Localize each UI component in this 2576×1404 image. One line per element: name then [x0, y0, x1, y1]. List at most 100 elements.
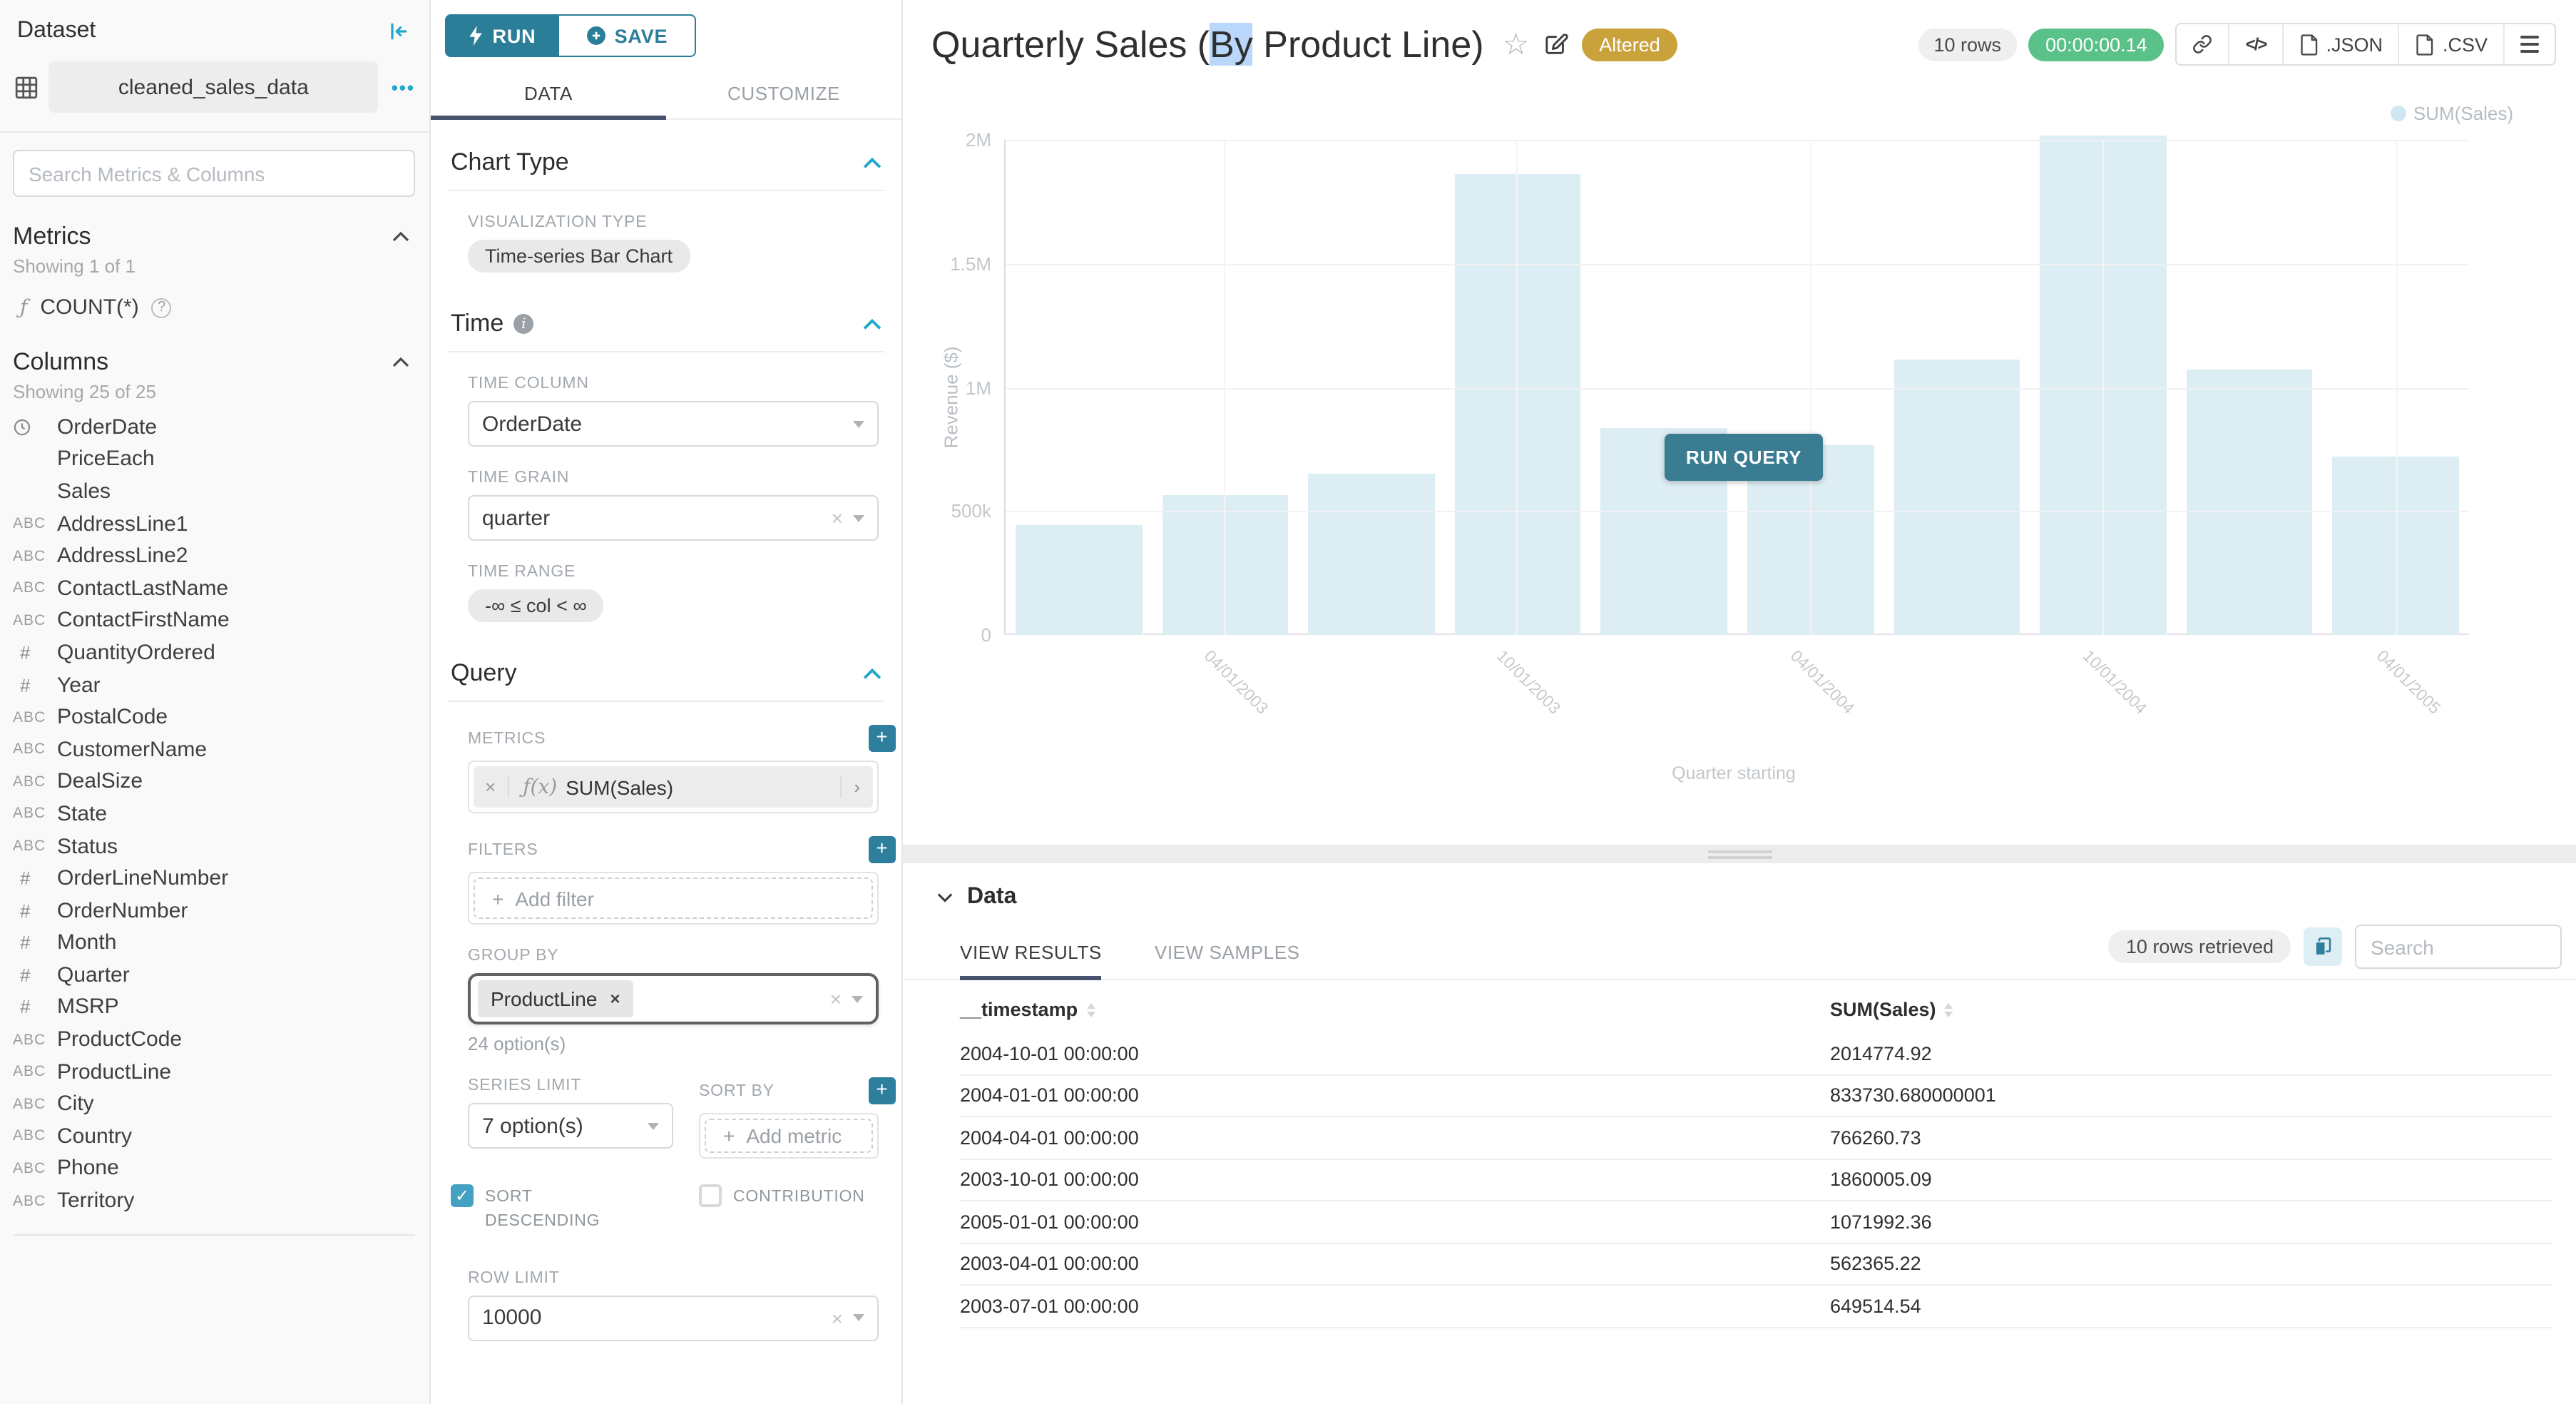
column-item[interactable]: ABC ProductLine — [0, 1056, 429, 1088]
sort-icon[interactable] — [1944, 1002, 1953, 1017]
column-item[interactable]: ABC ProductCode — [0, 1024, 429, 1056]
bar[interactable] — [1016, 524, 1143, 635]
time-grain-select[interactable]: quarter × — [468, 495, 879, 541]
table-search-input[interactable] — [2355, 925, 2562, 969]
data-collapse-icon[interactable] — [937, 892, 953, 903]
table-row[interactable]: 2003-07-01 00:00:00 649514.54 — [960, 1286, 2553, 1328]
column-item[interactable]: # Month — [0, 927, 429, 959]
column-item[interactable]: ABC ContactFirstName — [0, 604, 429, 636]
column-item[interactable]: ABC DealSize — [0, 765, 429, 798]
export-json-button[interactable]: .JSON — [2283, 24, 2400, 64]
column-item[interactable]: ABC City — [0, 1088, 429, 1120]
chart-title[interactable]: Quarterly Sales (By Product Line) — [931, 22, 1484, 65]
metric-token[interactable]: × ƒ(x) SUM(Sales) › — [474, 766, 873, 808]
bar[interactable] — [1893, 360, 2020, 635]
table-row[interactable]: 2004-04-01 00:00:00 766260.73 — [960, 1117, 2553, 1159]
search-metrics-columns-input[interactable] — [13, 150, 415, 197]
time-range-value[interactable]: -∞ ≤ col < ∞ — [468, 589, 604, 622]
export-csv-button[interactable]: .CSV — [2400, 24, 2505, 64]
row-limit-select[interactable]: 10000 × — [468, 1295, 879, 1341]
add-sort-metric-dashed[interactable]: + Add metric — [705, 1119, 873, 1153]
add-sort-metric-button[interactable]: + — [869, 1077, 896, 1104]
column-item[interactable]: Sales — [0, 475, 429, 507]
remove-metric-icon[interactable]: × — [474, 776, 509, 798]
column-item[interactable]: # MSRP — [0, 991, 429, 1023]
column-item[interactable]: ABC AddressLine1 — [0, 508, 429, 540]
column-item[interactable]: # QuantityOrdered — [0, 636, 429, 668]
column-item[interactable]: ABC Phone — [0, 1152, 429, 1184]
copy-button[interactable] — [2304, 927, 2342, 966]
column-item[interactable]: ABC Status — [0, 830, 429, 862]
chart-type-collapse-icon[interactable] — [863, 156, 881, 169]
table-row[interactable]: 2003-04-01 00:00:00 562365.22 — [960, 1243, 2553, 1286]
table-row[interactable]: 2004-01-01 00:00:00 833730.680000001 — [960, 1075, 2553, 1117]
dataset-name[interactable]: cleaned_sales_data — [48, 61, 379, 113]
edit-title-icon[interactable] — [1545, 32, 1569, 56]
column-item[interactable]: OrderDate — [0, 411, 429, 443]
y-tick-label: 0 — [981, 624, 991, 646]
tab-view-results[interactable]: VIEW RESULTS — [960, 927, 1103, 980]
run-button[interactable]: RUN — [445, 14, 559, 57]
column-item[interactable]: ABC PostalCode — [0, 701, 429, 733]
favorite-star-icon[interactable]: ☆ — [1502, 28, 1530, 61]
clear-icon[interactable]: × — [831, 1306, 843, 1329]
time-collapse-icon[interactable] — [863, 317, 881, 330]
column-item[interactable]: ABC AddressLine2 — [0, 540, 429, 572]
column-item[interactable]: PriceEach — [0, 443, 429, 475]
gridline-vertical — [1809, 140, 1811, 635]
run-query-button[interactable]: RUN QUERY — [1665, 434, 1824, 481]
column-name: Sales — [57, 479, 111, 504]
remove-token-icon[interactable]: × — [610, 989, 620, 1009]
column-item[interactable]: ABC State — [0, 798, 429, 830]
legend-dot-icon — [2390, 106, 2406, 121]
share-link-button[interactable] — [2177, 24, 2230, 64]
resize-drag-handle[interactable] — [1707, 850, 1772, 860]
column-item[interactable]: # Year — [0, 669, 429, 701]
add-metric-button[interactable]: + — [869, 725, 896, 752]
table-row[interactable]: 2005-01-01 00:00:00 1071992.36 — [960, 1201, 2553, 1243]
legend[interactable]: SUM(Sales) — [2390, 103, 2513, 124]
metric-help-icon[interactable]: ? — [151, 297, 172, 317]
column-item[interactable]: # OrderNumber — [0, 895, 429, 927]
visualization-type-value[interactable]: Time-series Bar Chart — [468, 240, 690, 273]
expand-metric-icon[interactable]: › — [839, 776, 873, 798]
column-item[interactable]: # Quarter — [0, 959, 429, 991]
collapse-panel-icon[interactable] — [387, 20, 409, 43]
tab-customize[interactable]: CUSTOMIZE — [727, 83, 841, 104]
contribution-label: CONTRIBUTION — [733, 1189, 865, 1206]
columns-collapse-icon[interactable] — [392, 357, 409, 368]
column-item[interactable]: ABC Territory — [0, 1185, 429, 1217]
table-row[interactable]: 2003-10-01 00:00:00 1860005.09 — [960, 1159, 2553, 1201]
embed-code-button[interactable]: </> — [2230, 24, 2284, 64]
group-by-select[interactable]: ProductLine × × — [468, 973, 879, 1024]
gridline — [1006, 511, 2469, 513]
column-item[interactable]: ABC Country — [0, 1120, 429, 1152]
save-button[interactable]: SAVE — [559, 14, 696, 57]
metric-item[interactable]: ƒ COUNT(*) ? — [0, 277, 429, 328]
clear-icon[interactable]: × — [831, 507, 843, 529]
sort-descending-checkbox[interactable]: ✓ — [451, 1184, 474, 1207]
metrics-collapse-icon[interactable] — [392, 231, 409, 243]
column-item[interactable]: # OrderLineNumber — [0, 863, 429, 895]
bar[interactable] — [1308, 474, 1435, 635]
menu-button[interactable] — [2505, 24, 2555, 64]
add-filter-dashed[interactable]: + Add filter — [474, 878, 873, 919]
sort-icon[interactable] — [1086, 1002, 1095, 1017]
tab-view-samples[interactable]: VIEW SAMPLES — [1154, 942, 1300, 963]
table-row[interactable]: 2004-10-01 00:00:00 2014774.92 — [960, 1033, 2553, 1075]
column-item[interactable]: ABC ContactLastName — [0, 572, 429, 604]
column-header-sum-sales[interactable]: SUM(Sales) — [1830, 999, 1953, 1020]
tab-data[interactable]: DATA — [431, 70, 666, 120]
column-header-timestamp[interactable]: __timestamp — [960, 999, 1830, 1020]
altered-badge[interactable]: Altered — [1582, 28, 1677, 61]
series-limit-select[interactable]: 7 option(s) — [468, 1103, 673, 1149]
dataset-more-icon[interactable]: ••• — [391, 76, 415, 98]
column-item[interactable]: ABC CustomerName — [0, 733, 429, 765]
contribution-checkbox[interactable] — [699, 1184, 722, 1207]
query-collapse-icon[interactable] — [863, 667, 881, 680]
add-filter-button[interactable]: + — [869, 836, 896, 863]
bar[interactable] — [2186, 370, 2313, 635]
group-by-token[interactable]: ProductLine × — [478, 980, 633, 1017]
time-column-select[interactable]: OrderDate — [468, 401, 879, 447]
clear-icon[interactable]: × — [829, 987, 842, 1010]
